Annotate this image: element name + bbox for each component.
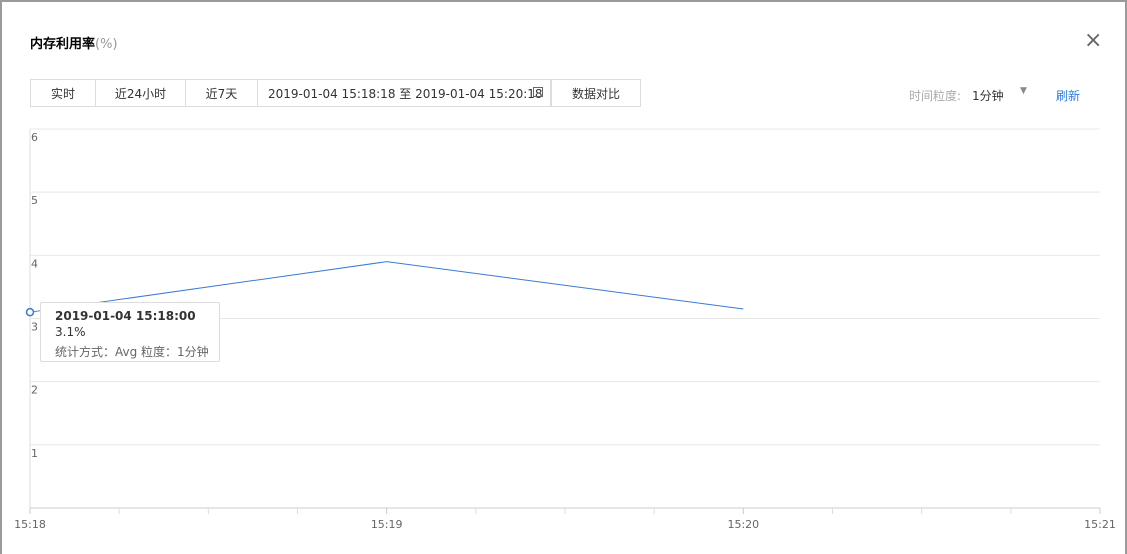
- granularity-select[interactable]: 1分钟: [972, 89, 1004, 103]
- x-tick-label: 15:19: [371, 518, 403, 531]
- y-tick-label: 5: [31, 194, 38, 207]
- calendar-icon: [533, 87, 543, 97]
- y-tick-label: 3: [31, 321, 38, 334]
- y-tick-label: 2: [31, 384, 38, 397]
- tooltip-value: 3.1%: [55, 325, 86, 339]
- tab[interactable]: 近24小时: [95, 79, 186, 107]
- tooltip-time: 2019-01-04 15:18:00: [55, 309, 196, 323]
- y-tick-label: 1: [31, 447, 38, 460]
- refresh-link[interactable]: 刷新: [1056, 89, 1081, 103]
- tooltip-detail: 统计方式：Avg 粒度：1分钟: [55, 345, 209, 359]
- date-range[interactable]: 2019-01-04 15:18:18 至 2019-01-04 15:20:1…: [257, 79, 551, 107]
- compare-button[interactable]: 数据对比: [551, 79, 641, 107]
- line-series: [29, 261, 744, 313]
- x-tick-label: 15:20: [727, 518, 759, 531]
- date-text: 2019-01-04 15:18:18 至 2019-01-04 15:20:1…: [268, 86, 543, 101]
- granularity-label: 时间粒度:: [909, 89, 962, 103]
- y-tick-label: 4: [31, 257, 38, 270]
- y-tick-label: 6: [31, 131, 38, 144]
- tab[interactable]: 实时: [30, 79, 96, 107]
- x-tick-label: 15:21: [1084, 518, 1116, 531]
- title-text: 内存利用率: [30, 37, 96, 52]
- close-button[interactable]: ×: [1084, 28, 1103, 53]
- tooltip: 2019-01-04 15:18:00 3.1% 统计方式：Avg 粒度：1分钟: [40, 302, 220, 362]
- hover-point: [25, 307, 35, 317]
- tab[interactable]: 近7天: [185, 79, 258, 107]
- title: 内存利用率(%): [30, 33, 118, 52]
- unit: (%): [95, 37, 118, 52]
- select-caret: ▼: [1020, 86, 1027, 96]
- x-tick-label: 15:18: [14, 518, 46, 531]
